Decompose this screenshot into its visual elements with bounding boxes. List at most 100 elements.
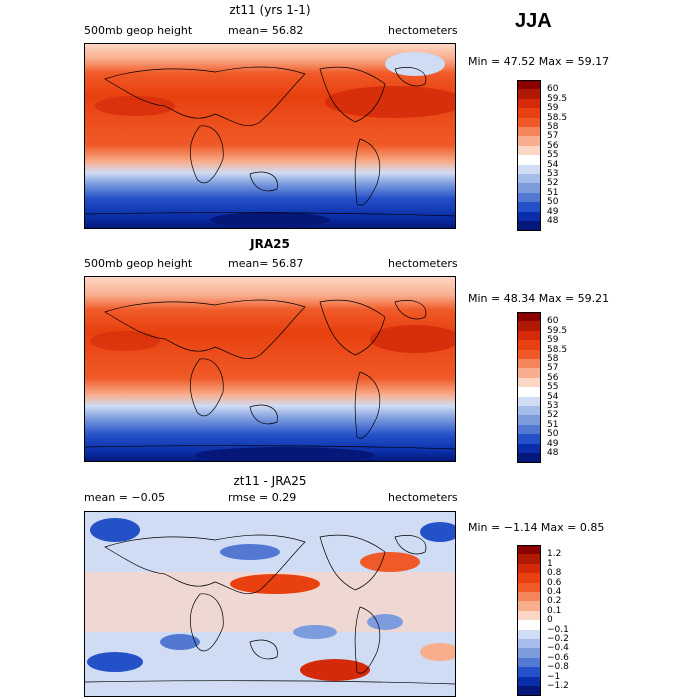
colorbar-swatch (517, 545, 541, 555)
panel-3-minmax: Min = −1.14 Max = 0.85 (468, 521, 605, 534)
colorbar-swatch (517, 377, 541, 388)
panel-1-colorbar: 60 59.5 59 58.5 58 57 56 55 54 53 52 51 50 49 48 (517, 80, 597, 231)
colorbar-label: 1 (547, 558, 553, 569)
panel-3-units-label: hectometers (388, 491, 458, 504)
panel-2-variable-label: 500mb geop height (84, 257, 193, 270)
colorbar-label: 51 (547, 187, 559, 198)
panel-3-map-graphic (85, 512, 455, 696)
panel-1-title: zt11 (yrs 1-1) (229, 3, 311, 17)
colorbar-swatch (517, 563, 541, 574)
colorbar-swatch (517, 639, 541, 649)
colorbar-swatch (517, 396, 541, 407)
colorbar-swatch (517, 127, 541, 137)
panel-1-map (84, 43, 456, 229)
colorbar-label: 58 (547, 354, 559, 364)
colorbar-swatch (517, 349, 541, 360)
colorbar-swatch (517, 340, 541, 351)
colorbar-swatch (517, 592, 541, 602)
panel-1-variable-label: 500mb geop height (84, 24, 193, 37)
colorbar-swatch (517, 136, 541, 147)
colorbar-swatch (517, 174, 541, 184)
colorbar-swatch (517, 453, 541, 463)
colorbar-label: −0.6 (547, 652, 569, 663)
colorbar-label: 1.2 (547, 549, 562, 560)
colorbar-swatch (517, 434, 541, 445)
colorbar-label: 48 (547, 216, 559, 226)
colorbar-swatch (517, 582, 541, 593)
colorbar-label: 50 (547, 197, 559, 208)
colorbar-label: −0.4 (547, 643, 569, 654)
colorbar-swatch (517, 667, 541, 678)
colorbar-label: 56 (547, 140, 559, 151)
colorbar-label: −1.2 (547, 681, 569, 691)
colorbar-swatch (517, 164, 541, 175)
colorbar-label: 50 (547, 429, 559, 440)
panel-1-minmax: Min = 47.52 Max = 59.17 (468, 55, 610, 68)
panel-3-mean-label: mean = −0.05 (84, 491, 166, 504)
colorbar-swatch (517, 321, 541, 332)
colorbar-swatch (517, 145, 541, 156)
colorbar-swatch (517, 192, 541, 203)
colorbar-label: 0.1 (547, 605, 562, 616)
colorbar-label: 60 (547, 84, 559, 95)
colorbar-label: 58 (547, 122, 559, 132)
colorbar-label: 56 (547, 372, 559, 383)
colorbar-label: 0.8 (547, 568, 562, 579)
colorbar-swatch (517, 610, 541, 621)
colorbar-swatch (517, 359, 541, 369)
colorbar-label: 59 (547, 103, 559, 114)
colorbar-swatch (517, 108, 541, 119)
panel-2-map-graphic (85, 277, 455, 461)
colorbar-swatch (517, 424, 541, 435)
colorbar-swatch (517, 312, 541, 322)
colorbar-label: 58.5 (547, 344, 568, 355)
colorbar-label: 52 (547, 178, 559, 189)
colorbar-label: 54 (547, 159, 559, 170)
colorbar-swatch (517, 443, 541, 454)
panel-2-minmax: Min = 48.34 Max = 59.21 (468, 292, 610, 305)
colorbar-label: 57 (547, 363, 559, 374)
colorbar-label: 59.5 (547, 93, 568, 104)
colorbar-label: 58.5 (547, 112, 568, 123)
colorbar-label: 0.6 (547, 577, 562, 588)
colorbar-label: 55 (547, 150, 559, 161)
colorbar-label: 0 (547, 615, 553, 626)
colorbar-swatch (517, 629, 541, 640)
colorbar-label: −1 (547, 671, 561, 682)
colorbar-label: 60 (547, 316, 559, 327)
colorbar-label: −0.8 (547, 662, 569, 673)
panel-2-units-label: hectometers (388, 257, 458, 270)
panel-2-title: JRA25 (250, 237, 290, 251)
colorbar-swatch (517, 183, 541, 194)
colorbar-label: 59.5 (547, 325, 568, 336)
colorbar-swatch (517, 554, 541, 565)
colorbar-swatch (517, 387, 541, 398)
colorbar-label: 49 (547, 438, 559, 449)
panel-3-map (84, 511, 456, 697)
colorbar-swatch (517, 368, 541, 379)
season-label: JJA (515, 10, 552, 32)
colorbar-label: 57 (547, 131, 559, 142)
colorbar-swatch (517, 686, 541, 696)
colorbar-swatch (517, 657, 541, 668)
colorbar-label: 59 (547, 335, 559, 346)
panel-2-map (84, 276, 456, 462)
panel-1-map-graphic (85, 44, 455, 228)
panel-1-units-label: hectometers (388, 24, 458, 37)
colorbar-label: 53 (547, 401, 559, 411)
panel-1-mean-label: mean= 56.82 (228, 24, 304, 37)
colorbar-swatch (517, 415, 541, 426)
panel-2-mean-label: mean= 56.87 (228, 257, 304, 270)
colorbar-swatch (517, 330, 541, 341)
colorbar-swatch (517, 89, 541, 100)
colorbar-swatch (517, 676, 541, 687)
colorbar-swatch (517, 601, 541, 612)
colorbar-label: 49 (547, 206, 559, 217)
colorbar-label: 52 (547, 410, 559, 421)
colorbar-label: 53 (547, 169, 559, 179)
colorbar-swatch (517, 98, 541, 109)
colorbar-label: 55 (547, 382, 559, 393)
panel-3-colorbar: 1.2 1 0.8 0.6 0.4 0.2 0.1 0 −0.1 −0.2 −0.4 −0.6 −0.8… (517, 545, 597, 696)
panel-2-colorbar: 60 59.5 59 58.5 58 57 56 55 54 53 52 51 50 49 48 (517, 312, 597, 463)
panel-3-rmse-label: rmse = 0.29 (228, 491, 297, 504)
